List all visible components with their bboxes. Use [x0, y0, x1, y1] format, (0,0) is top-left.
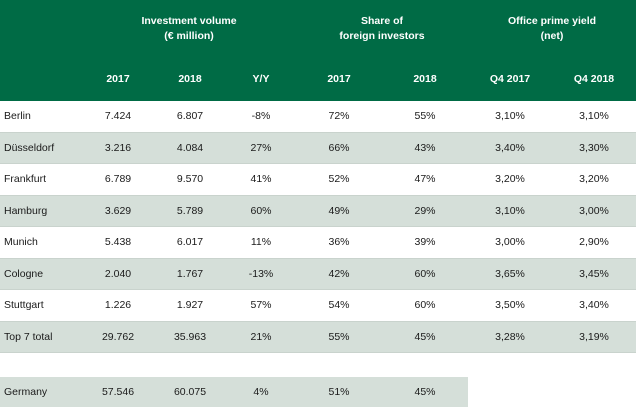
cell-yield-q4-2017: 3,00% — [468, 226, 553, 259]
cell-yy: -8% — [226, 101, 297, 133]
cell-investment-2018: 6.017 — [154, 226, 226, 259]
cell-yield-q4-2017: 3,20% — [468, 163, 553, 196]
column-header-investment-2018: 2018 — [154, 57, 226, 101]
cell-share-2017: 52% — [296, 163, 383, 196]
column-header-city — [0, 57, 82, 101]
cell-yield-q4-2018: 3,40% — [552, 289, 636, 322]
cell-investment-2018: 1.767 — [154, 258, 226, 290]
cell-yield-q4-2017: 3,65% — [468, 258, 553, 290]
column-header-yield-q4-2018: Q4 2018 — [552, 57, 636, 101]
cell-share-2018: 55% — [382, 101, 469, 133]
column-header-yield-q4-2017: Q4 2017 — [468, 57, 553, 101]
cell-investment-2018: 6.807 — [154, 101, 226, 133]
cell-yield-q4-2018: 2,90% — [552, 226, 636, 259]
table-row-top7-total: Top 7 total 29.762 35.963 21% 55% 45% 3,… — [0, 321, 636, 353]
cell-share-2017: 72% — [296, 101, 383, 133]
cell-investment-2017: 29.762 — [82, 321, 154, 353]
cell-yield-q4-2017: 3,40% — [468, 132, 553, 164]
cell-share-2017: 55% — [296, 321, 383, 353]
cell-share-2017: 54% — [296, 289, 383, 322]
spacer-row — [0, 352, 636, 377]
group-header-investment: Investment volume (€ million) — [82, 0, 297, 57]
row-city: Munich — [0, 226, 82, 259]
cell-investment-2017: 2.040 — [82, 258, 154, 290]
group-header-prime-yield: Office prime yield (net) — [468, 0, 636, 57]
cell-yy: -13% — [226, 258, 297, 290]
column-header-yy: Y/Y — [226, 57, 297, 101]
cell-yield-q4-2018-empty — [552, 377, 636, 407]
cell-investment-2017: 57.546 — [82, 377, 154, 407]
table-row-frankfurt: Frankfurt 6.789 9.570 41% 52% 47% 3,20% … — [0, 163, 636, 196]
cell-share-2018: 47% — [382, 163, 469, 196]
table-row-cologne: Cologne 2.040 1.767 -13% 42% 60% 3,65% 3… — [0, 258, 636, 290]
cell-investment-2017: 3.216 — [82, 132, 154, 164]
cell-investment-2018: 9.570 — [154, 163, 226, 196]
cell-share-2017: 49% — [296, 195, 383, 227]
cell-yy: 60% — [226, 195, 297, 227]
cell-share-2018: 60% — [382, 258, 469, 290]
cell-investment-2017: 5.438 — [82, 226, 154, 259]
cell-share-2017: 51% — [296, 377, 383, 407]
header-corner — [0, 0, 82, 57]
table-row-germany: Germany 57.546 60.075 4% 51% 45% — [0, 377, 636, 407]
cell-yield-q4-2018: 3,19% — [552, 321, 636, 353]
cell-investment-2018: 1.927 — [154, 289, 226, 322]
cell-investment-2018: 5.789 — [154, 195, 226, 227]
cell-yield-q4-2017: 3,28% — [468, 321, 553, 353]
row-city: Frankfurt — [0, 163, 82, 196]
cell-yield-q4-2018: 3,20% — [552, 163, 636, 196]
column-header-share-2018: 2018 — [382, 57, 469, 101]
table-row-berlin: Berlin 7.424 6.807 -8% 72% 55% 3,10% 3,1… — [0, 101, 636, 133]
cell-yield-q4-2018: 3,45% — [552, 258, 636, 290]
cell-yield-q4-2018: 3,00% — [552, 195, 636, 227]
cell-investment-2018: 60.075 — [154, 377, 226, 407]
cell-share-2018: 45% — [382, 377, 469, 407]
cell-yield-q4-2017: 3,10% — [468, 195, 553, 227]
cell-yy: 11% — [226, 226, 297, 259]
cell-share-2018: 39% — [382, 226, 469, 259]
cell-share-2017: 66% — [296, 132, 383, 164]
cell-yy: 4% — [226, 377, 297, 407]
cell-investment-2017: 3.629 — [82, 195, 154, 227]
table-row-duesseldorf: Düsseldorf 3.216 4.084 27% 66% 43% 3,40%… — [0, 132, 636, 164]
column-header-share-2017: 2017 — [296, 57, 383, 101]
cell-yy: 21% — [226, 321, 297, 353]
cell-share-2018: 43% — [382, 132, 469, 164]
cell-investment-2017: 1.226 — [82, 289, 154, 322]
row-city: Berlin — [0, 101, 82, 133]
cell-yy: 41% — [226, 163, 297, 196]
row-city: Cologne — [0, 258, 82, 290]
cell-share-2018: 45% — [382, 321, 469, 353]
table-row-munich: Munich 5.438 6.017 11% 36% 39% 3,00% 2,9… — [0, 226, 636, 259]
cell-share-2017: 36% — [296, 226, 383, 259]
cell-investment-2018: 35.963 — [154, 321, 226, 353]
row-city: Düsseldorf — [0, 132, 82, 164]
cell-yield-q4-2018: 3,10% — [552, 101, 636, 133]
cell-yield-q4-2018: 3,30% — [552, 132, 636, 164]
cell-share-2018: 60% — [382, 289, 469, 322]
group-header-foreign-share: Share of foreign investors — [296, 0, 469, 57]
table-row-stuttgart: Stuttgart 1.226 1.927 57% 54% 60% 3,50% … — [0, 289, 636, 322]
cell-investment-2018: 4.084 — [154, 132, 226, 164]
row-city: Germany — [0, 377, 82, 407]
cell-yield-q4-2017-empty — [468, 377, 553, 407]
header-column-row: 2017 2018 Y/Y 2017 2018 Q4 2017 Q4 2018 — [0, 57, 636, 101]
row-city: Stuttgart — [0, 289, 82, 322]
cell-investment-2017: 6.789 — [82, 163, 154, 196]
cell-yield-q4-2017: 3,10% — [468, 101, 553, 133]
cell-yy: 27% — [226, 132, 297, 164]
table-row-hamburg: Hamburg 3.629 5.789 60% 49% 29% 3,10% 3,… — [0, 195, 636, 227]
row-city: Hamburg — [0, 195, 82, 227]
cell-share-2017: 42% — [296, 258, 383, 290]
header-group-row: Investment volume (€ million) Share of f… — [0, 0, 636, 57]
cell-investment-2017: 7.424 — [82, 101, 154, 133]
column-header-investment-2017: 2017 — [82, 57, 154, 101]
cell-share-2018: 29% — [382, 195, 469, 227]
row-city: Top 7 total — [0, 321, 82, 353]
cell-yy: 57% — [226, 289, 297, 322]
cell-yield-q4-2017: 3,50% — [468, 289, 553, 322]
